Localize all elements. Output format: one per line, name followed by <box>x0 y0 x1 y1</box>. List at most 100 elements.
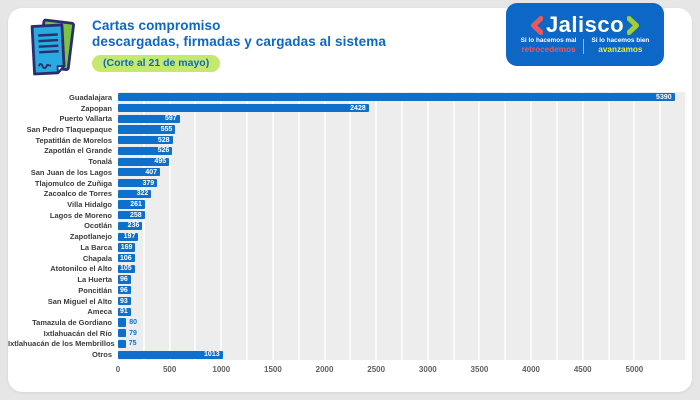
category-label: Puerto Vallarta <box>59 114 112 124</box>
bar: 96 <box>118 275 131 284</box>
chart-title-line2: descargadas, firmadas y cargadas al sist… <box>92 33 386 49</box>
bar: 105 <box>118 264 135 273</box>
logo-left-chevron-icon <box>530 15 543 35</box>
bar: 597 <box>118 114 180 123</box>
document-icon <box>30 18 75 76</box>
bar-row: Ameca 91 <box>8 306 686 317</box>
chart-title-line1: Cartas compromiso <box>92 18 221 33</box>
logo-right-chevron-icon <box>627 15 640 35</box>
bar-row: Ixtlahuacán de los Membrillos 75 <box>8 339 686 350</box>
bar-row: Zacoalco de Torres 322 <box>8 188 686 199</box>
bar: 258 <box>118 211 145 220</box>
bar-row: Tonalá 495 <box>8 156 686 167</box>
value-label: 407 <box>145 168 158 176</box>
jalisco-logo: Jalisco Si lo hacemos mal retrocedemos S… <box>506 3 664 66</box>
value-label: 197 <box>123 233 136 241</box>
value-label: 169 <box>120 243 133 251</box>
bar: 555 <box>118 125 176 134</box>
bar-track: 106 <box>118 253 686 264</box>
bar: 2428 <box>118 103 369 113</box>
bar-track: 526 <box>118 146 686 157</box>
gridline <box>659 92 662 360</box>
gridline <box>323 92 326 360</box>
category-label: Tlajomulco de Zuñiga <box>34 178 112 188</box>
x-axis-tick: 4000 <box>522 364 540 374</box>
gridline <box>246 92 249 360</box>
x-axis-tick: 3000 <box>418 364 437 374</box>
bar-row: Atotonilco el Alto 105 <box>8 264 686 275</box>
bar: 5390 <box>118 93 675 102</box>
bar-row: La Huerta 96 <box>8 274 686 285</box>
gridline <box>168 92 171 360</box>
bar-row: Tamazula de Gordiano 80 <box>8 317 686 328</box>
x-axis-tick: 1500 <box>264 364 282 374</box>
category-label: Chapala <box>82 253 112 263</box>
date-badge: (Corte al 21 de mayo) <box>92 54 221 72</box>
value-label: 79 <box>129 329 137 337</box>
bar: 261 <box>118 200 145 209</box>
bar: 322 <box>118 189 152 198</box>
bar: 528 <box>118 136 173 145</box>
gridline <box>194 92 197 360</box>
logo-tagline-left: Si lo hacemos mal retrocedemos <box>521 37 577 55</box>
value-label: 495 <box>154 158 167 166</box>
bar-track: 555 <box>118 124 686 135</box>
category-label: Guadalajara <box>69 92 112 102</box>
chart-title: Cartas compromiso descargadas, firmadas … <box>92 18 386 50</box>
value-label: 5390 <box>656 93 672 101</box>
bar-row: Poncitlán 96 <box>8 285 686 296</box>
bar-track: 261 <box>118 199 686 210</box>
x-axis: 0 500 1000 1500 2000 2500 3000 3500 4000 4500 5000 <box>115 360 686 378</box>
bar-row: San Miguel el Alto 93 <box>8 296 686 307</box>
value-label: 91 <box>120 308 128 316</box>
value-label: 258 <box>129 211 142 219</box>
gridline <box>375 92 378 360</box>
category-label: San Miguel el Alto <box>47 296 112 306</box>
bar-track: 379 <box>118 178 686 189</box>
value-label: 2428 <box>350 104 366 112</box>
bar-track: 75 <box>118 339 686 350</box>
logo-tagline-divider <box>583 38 585 54</box>
bar-row: Lagos de Moreno 258 <box>8 210 686 221</box>
category-label: La Huerta <box>77 275 112 285</box>
bar-track: 79 <box>118 328 686 339</box>
gridline <box>401 92 403 360</box>
bar-row: San Juan de los Lagos 407 <box>8 167 686 178</box>
bar-row: Ixtlahuacán del Río 79 <box>8 328 686 339</box>
category-label: Zapopan <box>80 103 112 113</box>
value-label: 96 <box>120 286 128 294</box>
logo-tagline-right-bottom: avanzamos <box>598 44 643 54</box>
value-label: 528 <box>157 136 170 144</box>
gridline <box>685 92 687 360</box>
bar-track: 169 <box>118 242 686 253</box>
x-axis-tick: 5000 <box>625 364 644 374</box>
category-label: Zacoalco de Torres <box>43 189 112 199</box>
x-axis-tick: 4500 <box>573 364 592 374</box>
bar-row: Ocotlán 236 <box>8 221 686 232</box>
gridline <box>452 92 455 360</box>
bar-track: 105 <box>118 264 686 275</box>
x-axis-tick: 0 <box>115 364 121 374</box>
category-label: Ixtlahuacán de los Membrillos <box>8 339 115 349</box>
bar-track: 197 <box>118 231 686 242</box>
category-label: Tepatitlán de Morelos <box>35 135 112 145</box>
category-label: Otros <box>91 350 112 360</box>
value-label: 261 <box>130 201 142 209</box>
bar-row: Zapotlanejo 197 <box>8 231 686 242</box>
bar-track: 96 <box>118 274 686 285</box>
x-axis-tick: 1000 <box>212 364 231 374</box>
bar: 91 <box>118 307 131 316</box>
bar-row: Tepatitlán de Morelos 528 <box>8 135 686 146</box>
header: Cartas compromiso descargadas, firmadas … <box>24 10 386 84</box>
gridline <box>142 92 145 360</box>
x-axis-tick: 3500 <box>470 364 489 374</box>
value-label: 1013 <box>204 351 220 359</box>
bar: 197 <box>118 232 139 241</box>
bar: 379 <box>118 179 158 188</box>
category-label: Tonalá <box>88 157 112 167</box>
gridline <box>530 92 533 360</box>
logo-tagline: Si lo hacemos mal retrocedemos Si lo hac… <box>521 37 650 55</box>
gridline <box>633 92 636 360</box>
bar-row: La Barca 169 <box>8 242 686 253</box>
